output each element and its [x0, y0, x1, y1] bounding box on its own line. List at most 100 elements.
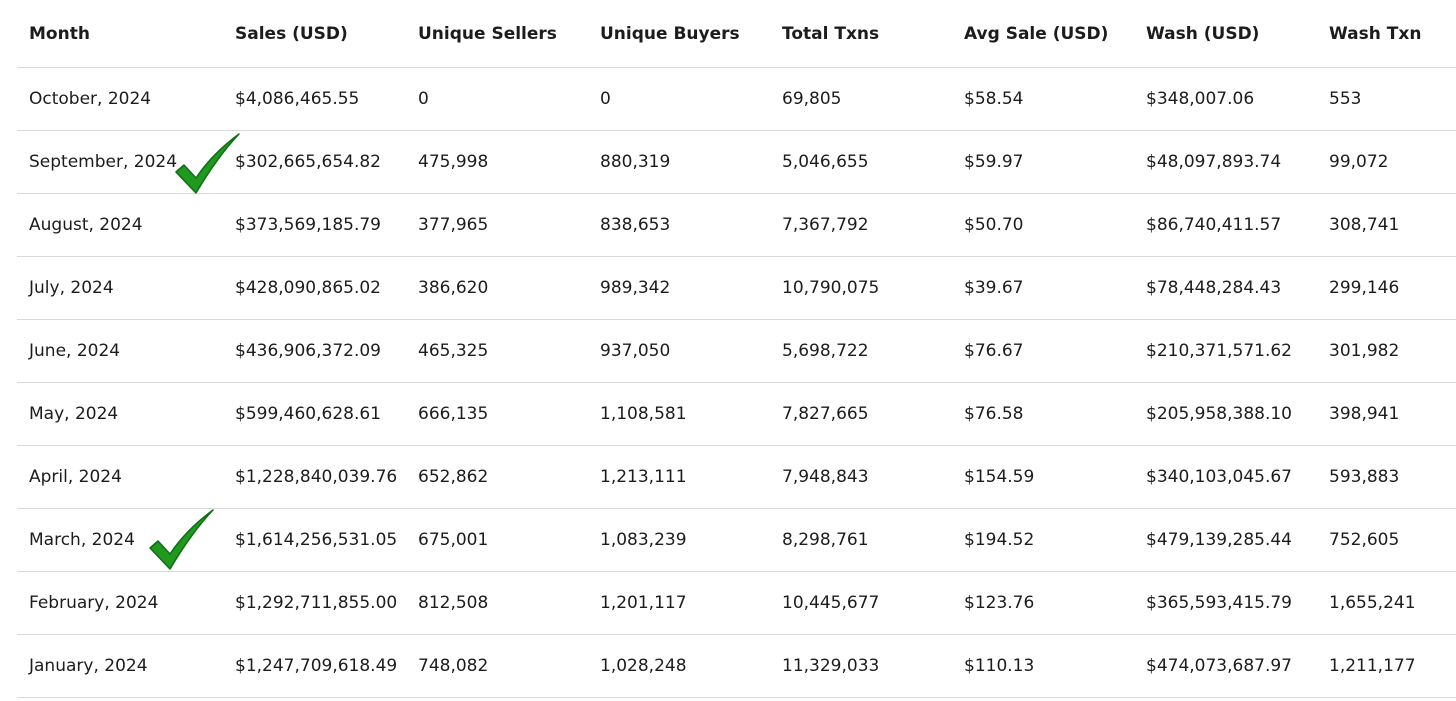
total-txns-cell: 7,367,792	[770, 193, 952, 257]
data-table-container: Month Sales (USD) Unique Sellers Unique …	[17, 0, 1456, 698]
month-cell: October, 2024	[17, 67, 223, 131]
wash-txn-cell: 99,072	[1317, 130, 1456, 194]
sales-cell: $436,906,372.09	[223, 319, 406, 383]
column-header-sales: Sales (USD)	[223, 0, 406, 68]
avg-sale-cell: $50.70	[952, 193, 1134, 257]
avg-sale-cell: $59.97	[952, 130, 1134, 194]
wash-usd-cell: $479,139,285.44	[1134, 508, 1317, 572]
unique-sellers-cell: 812,508	[406, 571, 588, 635]
column-header-wash-usd: Wash (USD)	[1134, 0, 1317, 68]
table-row: July, 2024 $428,090,865.02 386,620 989,342 1…	[17, 256, 1456, 320]
wash-txn-cell: 1,655,241	[1317, 571, 1456, 635]
wash-txn-cell: 553	[1317, 67, 1456, 131]
unique-buyers-cell: 838,653	[588, 193, 770, 257]
sales-cell: $1,228,840,039.76	[223, 445, 406, 509]
avg-sale-cell: $110.13	[952, 634, 1134, 698]
unique-sellers-cell: 386,620	[406, 256, 588, 320]
total-txns-cell: 11,329,033	[770, 634, 952, 698]
avg-sale-cell: $76.67	[952, 319, 1134, 383]
unique-sellers-cell: 0	[406, 67, 588, 131]
column-header-avg-sale: Avg Sale (USD)	[952, 0, 1134, 68]
unique-buyers-cell: 1,083,239	[588, 508, 770, 572]
unique-sellers-cell: 675,001	[406, 508, 588, 572]
sales-cell: $599,460,628.61	[223, 382, 406, 446]
wash-usd-cell: $340,103,045.67	[1134, 445, 1317, 509]
wash-usd-cell: $86,740,411.57	[1134, 193, 1317, 257]
table-row: August, 2024 $373,569,185.79 377,965 838,65…	[17, 193, 1456, 257]
month-cell: May, 2024	[17, 382, 223, 446]
unique-sellers-cell: 748,082	[406, 634, 588, 698]
unique-sellers-cell: 475,998	[406, 130, 588, 194]
unique-sellers-cell: 465,325	[406, 319, 588, 383]
wash-txn-cell: 308,741	[1317, 193, 1456, 257]
unique-buyers-cell: 1,201,117	[588, 571, 770, 635]
month-cell: June, 2024	[17, 319, 223, 383]
unique-buyers-cell: 0	[588, 67, 770, 131]
unique-sellers-cell: 666,135	[406, 382, 588, 446]
wash-txn-cell: 752,605	[1317, 508, 1456, 572]
wash-txn-cell: 301,982	[1317, 319, 1456, 383]
table-body: October, 2024 $4,086,465.55 0 0 69,805 $58.54…	[17, 67, 1456, 698]
avg-sale-cell: $39.67	[952, 256, 1134, 320]
sales-cell: $1,614,256,531.05	[223, 508, 406, 572]
unique-sellers-cell: 652,862	[406, 445, 588, 509]
unique-buyers-cell: 1,213,111	[588, 445, 770, 509]
month-cell: April, 2024	[17, 445, 223, 509]
total-txns-cell: 5,046,655	[770, 130, 952, 194]
wash-txn-cell: 299,146	[1317, 256, 1456, 320]
month-cell: February, 2024	[17, 571, 223, 635]
column-header-unique-buyers: Unique Buyers	[588, 0, 770, 68]
column-header-month: Month	[17, 0, 223, 68]
month-cell: January, 2024	[17, 634, 223, 698]
column-header-total-txns: Total Txns	[770, 0, 952, 68]
avg-sale-cell: $194.52	[952, 508, 1134, 572]
monthly-sales-table: Month Sales (USD) Unique Sellers Unique …	[17, 0, 1456, 698]
table-row: October, 2024 $4,086,465.55 0 0 69,805 $58.54…	[17, 67, 1456, 131]
column-header-unique-sellers: Unique Sellers	[406, 0, 588, 68]
avg-sale-cell: $123.76	[952, 571, 1134, 635]
month-cell: August, 2024	[17, 193, 223, 257]
sales-cell: $428,090,865.02	[223, 256, 406, 320]
table-header-row: Month Sales (USD) Unique Sellers Unique …	[17, 0, 1456, 68]
wash-usd-cell: $205,958,388.10	[1134, 382, 1317, 446]
total-txns-cell: 10,445,677	[770, 571, 952, 635]
column-header-wash-txn: Wash Txn	[1317, 0, 1456, 68]
sales-cell: $4,086,465.55	[223, 67, 406, 131]
table-row: January, 2024 $1,247,709,618.49 748,082 1,0…	[17, 634, 1456, 698]
total-txns-cell: 8,298,761	[770, 508, 952, 572]
table-row: February, 2024 $1,292,711,855.00 812,508 1,…	[17, 571, 1456, 635]
unique-buyers-cell: 989,342	[588, 256, 770, 320]
wash-usd-cell: $365,593,415.79	[1134, 571, 1317, 635]
month-cell: September, 2024	[17, 130, 223, 194]
total-txns-cell: 10,790,075	[770, 256, 952, 320]
wash-usd-cell: $210,371,571.62	[1134, 319, 1317, 383]
wash-txn-cell: 1,211,177	[1317, 634, 1456, 698]
unique-sellers-cell: 377,965	[406, 193, 588, 257]
total-txns-cell: 7,948,843	[770, 445, 952, 509]
unique-buyers-cell: 1,028,248	[588, 634, 770, 698]
unique-buyers-cell: 1,108,581	[588, 382, 770, 446]
sales-cell: $1,292,711,855.00	[223, 571, 406, 635]
sales-cell: $373,569,185.79	[223, 193, 406, 257]
avg-sale-cell: $154.59	[952, 445, 1134, 509]
wash-txn-cell: 398,941	[1317, 382, 1456, 446]
total-txns-cell: 5,698,722	[770, 319, 952, 383]
sales-cell: $302,665,654.82	[223, 130, 406, 194]
table-row: March, 2024 $1,614,256,531.05 675,001 1,083…	[17, 508, 1456, 572]
avg-sale-cell: $76.58	[952, 382, 1134, 446]
wash-usd-cell: $348,007.06	[1134, 67, 1317, 131]
total-txns-cell: 7,827,665	[770, 382, 952, 446]
avg-sale-cell: $58.54	[952, 67, 1134, 131]
month-cell: July, 2024	[17, 256, 223, 320]
table-row: September, 2024 $302,665,654.82 475,998 880…	[17, 130, 1456, 194]
wash-txn-cell: 593,883	[1317, 445, 1456, 509]
total-txns-cell: 69,805	[770, 67, 952, 131]
table-row: May, 2024 $599,460,628.61 666,135 1,108,581…	[17, 382, 1456, 446]
sales-cell: $1,247,709,618.49	[223, 634, 406, 698]
wash-usd-cell: $78,448,284.43	[1134, 256, 1317, 320]
month-cell: March, 2024	[17, 508, 223, 572]
wash-usd-cell: $474,073,687.97	[1134, 634, 1317, 698]
unique-buyers-cell: 937,050	[588, 319, 770, 383]
wash-usd-cell: $48,097,893.74	[1134, 130, 1317, 194]
table-row: June, 2024 $436,906,372.09 465,325 937,050 5…	[17, 319, 1456, 383]
